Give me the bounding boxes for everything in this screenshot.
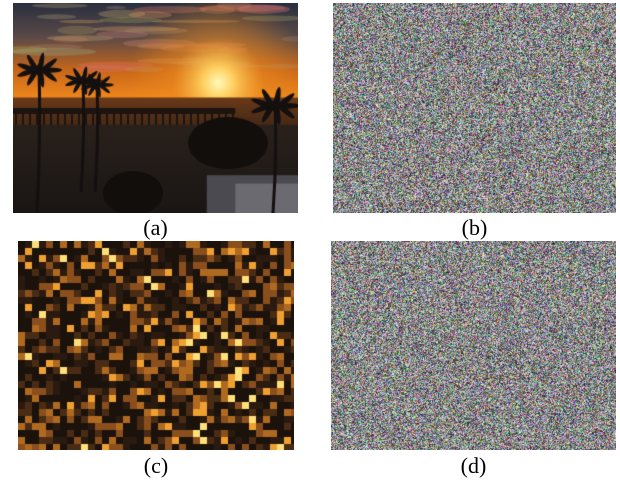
panel-a-sunset-image xyxy=(13,3,298,213)
panel-b-noise-image xyxy=(333,3,616,213)
noise-image-b xyxy=(333,3,616,213)
sunset-image xyxy=(13,3,298,213)
caption-a: (a) xyxy=(143,215,168,240)
caption-c: (c) xyxy=(143,453,169,478)
panel-d-noise-image xyxy=(331,241,616,450)
caption-d: (d) xyxy=(460,453,487,478)
scrambled-block-image xyxy=(18,241,294,450)
noise-image-d xyxy=(331,241,616,450)
caption-b: (b) xyxy=(461,215,488,240)
panel-c-block-image xyxy=(18,241,294,450)
